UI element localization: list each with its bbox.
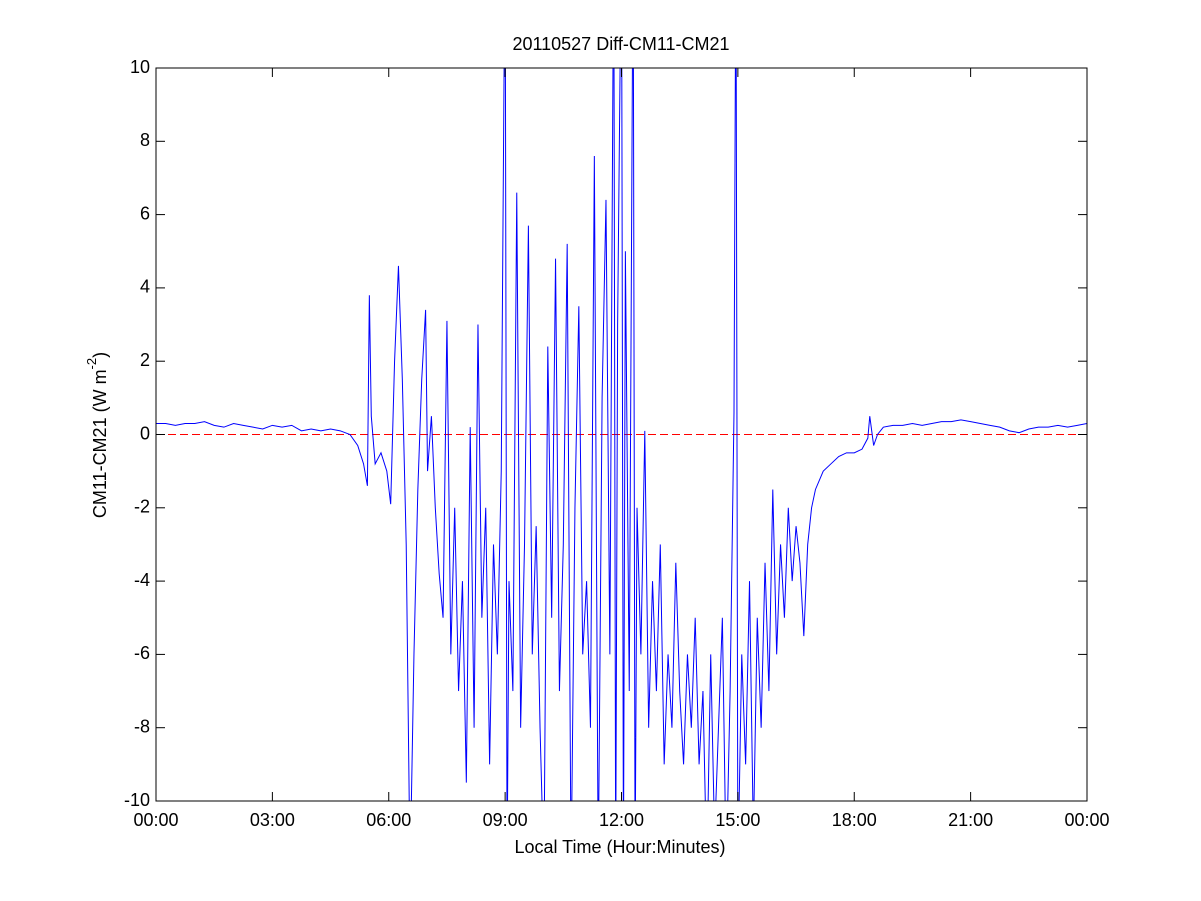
x-tick-label: 09:00	[483, 810, 528, 830]
y-tick-label: 4	[140, 277, 150, 297]
y-tick-label: 6	[140, 203, 150, 223]
x-tick-label: 18:00	[832, 810, 877, 830]
x-tick-label: 06:00	[366, 810, 411, 830]
y-axis-label: CM11-CM21 (W m-2)	[84, 352, 109, 518]
y-tick-label: -4	[134, 570, 150, 590]
x-tick-label: 03:00	[250, 810, 295, 830]
y-tick-label: 2	[140, 350, 150, 370]
y-tick-label: 8	[140, 130, 150, 150]
y-tick-label: 0	[140, 423, 150, 443]
data-line	[156, 68, 1087, 801]
x-tick-label: 15:00	[715, 810, 760, 830]
y-label-suffix: )	[90, 352, 110, 358]
y-tick-label: -10	[124, 790, 150, 810]
chart-title: 20110527 Diff-CM11-CM21	[512, 34, 729, 54]
y-label-sup: -2	[84, 358, 99, 370]
y-tick-label: -6	[134, 643, 150, 663]
y-tick-label: -2	[134, 497, 150, 517]
x-tick-label: 12:00	[599, 810, 644, 830]
y-tick-label: -8	[134, 716, 150, 736]
x-axis-label: Local Time (Hour:Minutes)	[514, 837, 725, 857]
x-tick-label: 21:00	[948, 810, 993, 830]
y-label-text: CM11-CM21 (W m	[90, 369, 110, 518]
y-tick-label: 10	[130, 57, 150, 77]
x-tick-label: 00:00	[1064, 810, 1109, 830]
x-tick-label: 00:00	[133, 810, 178, 830]
